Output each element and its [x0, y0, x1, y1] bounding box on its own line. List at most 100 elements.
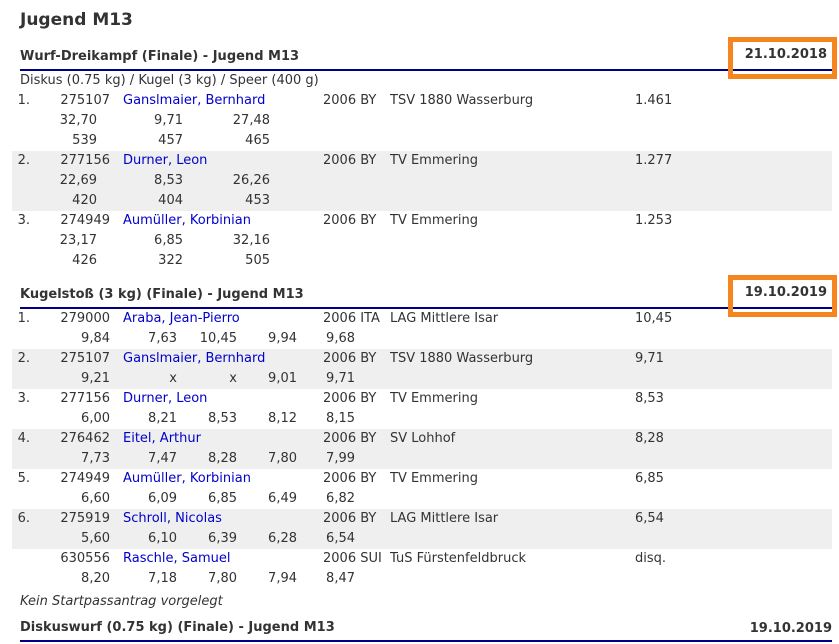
section-header: Diskuswurf (0.75 kg) (Finale) - Jugend M… — [20, 620, 832, 642]
athlete-name-link[interactable]: Eitel, Arthur — [123, 431, 201, 446]
points-value: 465 — [245, 133, 270, 148]
name-cell: Schroll, Nicolas — [110, 509, 323, 529]
name-cell: Ganslmaier, Bernhard — [110, 91, 323, 111]
name-cell: Raschle, Samuel — [110, 549, 323, 569]
attempt-value: 9,71 — [326, 371, 355, 386]
table-row: 630556 Raschle, Samuel 2006 SUI TuS Fürsten… — [12, 549, 832, 589]
attempt-value: 8,53 — [208, 411, 237, 426]
rank-cell: 5. — [17, 471, 30, 486]
attempt-value: 9,94 — [268, 331, 297, 346]
club-cell: TV Emmering — [390, 471, 478, 486]
athlete-main-line: 4. 276462 Eitel, Arthur 2006 BY SV Lohhof 8,2… — [12, 429, 832, 449]
table-row: 3. 277156 Durner, Leon 2006 BY TV Emmering 8,… — [12, 389, 832, 429]
year-nation-cell: 2006 BY — [323, 213, 377, 228]
club-cell: TV Emmering — [390, 213, 478, 228]
attempt-value: 9,21 — [81, 371, 110, 386]
attempt-value: 6,09 — [148, 491, 177, 506]
athlete-main-line: 2. 277156 Durner, Leon 2006 BY TV Emmering 1.… — [12, 151, 832, 171]
attempt-value: 7,47 — [148, 451, 177, 466]
year-nation-cell: 2006 BY — [323, 511, 377, 526]
section-date: 21.10.2018 — [744, 47, 827, 62]
year-nation-cell: 2006 BY — [323, 93, 377, 108]
results-table: 1. 275107 Ganslmaier, Bernhard 2006 BY TSV 1… — [12, 91, 832, 271]
table-row: 4. 276462 Eitel, Arthur 2006 BY SV Lohhof 8,2… — [12, 429, 832, 469]
club-cell: TuS Fürstenfeldbruck — [390, 551, 526, 566]
name-cell: Ganslmaier, Bernhard — [110, 349, 323, 369]
attempt-value: 8,20 — [81, 571, 110, 586]
year-nation-cell: 2006 ITA — [323, 311, 380, 326]
athlete-name-link[interactable]: Durner, Leon — [123, 391, 208, 406]
attempt-value: 9,01 — [268, 371, 297, 386]
attempt-value: 32,70 — [59, 113, 97, 128]
section-wurf-dreikampf: Wurf-Dreikampf (Finale) - Jugend M13 21.… — [0, 37, 839, 271]
attempts-line: 9,84 7,63 10,45 9,94 9,68 — [12, 329, 832, 349]
attempt-value: 26,26 — [232, 173, 270, 188]
table-row: 2. 275107 Ganslmaier, Bernhard 2006 BY TSV 1… — [12, 349, 832, 389]
club-cell: TSV 1880 Wasserburg — [390, 351, 534, 366]
attempt-value: 6,82 — [326, 491, 355, 506]
athlete-main-line: 3. 277156 Durner, Leon 2006 BY TV Emmering 8,… — [12, 389, 832, 409]
athlete-main-line: 6. 275919 Schroll, Nicolas 2006 BY LAG Mittl… — [12, 509, 832, 529]
attempt-value: 7,63 — [148, 331, 177, 346]
name-cell: Eitel, Arthur — [110, 429, 323, 449]
athlete-name-link[interactable]: Ganslmaier, Bernhard — [123, 351, 266, 366]
athlete-name-link[interactable]: Ganslmaier, Bernhard — [123, 93, 266, 108]
attempt-value: x — [229, 371, 237, 386]
points-line: 426 322 505 — [12, 251, 832, 271]
attempt-value: 6,85 — [208, 491, 237, 506]
points-value: 457 — [158, 133, 183, 148]
year-nation-cell: 2006 BY — [323, 471, 377, 486]
athlete-name-link[interactable]: Aumüller, Korbinian — [123, 213, 251, 228]
attempt-value: 8,15 — [326, 411, 355, 426]
attempt-value: 5,60 — [81, 531, 110, 546]
attempts-line: 23,17 6,85 32,16 — [12, 231, 832, 251]
year-nation-cell: 2006 BY — [323, 431, 377, 446]
attempt-value: 6,54 — [326, 531, 355, 546]
table-row: 5. 274949 Aumüller, Korbinian 2006 BY TV Emm… — [12, 469, 832, 509]
attempts-line: 7,73 7,47 8,28 7,80 7,99 — [12, 449, 832, 469]
points-value: 539 — [72, 133, 97, 148]
rank-cell: 1. — [17, 311, 30, 326]
startnumber-cell: 274949 — [60, 213, 110, 228]
date-highlight-box: 21.10.2018 — [727, 37, 837, 79]
name-cell: Aumüller, Korbinian — [110, 211, 323, 231]
name-cell: Araba, Jean-Pierro — [110, 309, 323, 329]
athlete-name-link[interactable]: Aumüller, Korbinian — [123, 471, 251, 486]
section-title: Kugelstoß (3 kg) (Finale) - Jugend M13 — [20, 287, 304, 302]
name-cell: Durner, Leon — [110, 389, 323, 409]
startnumber-cell: 277156 — [60, 153, 110, 168]
rank-cell: 4. — [17, 431, 30, 446]
attempt-value: 22,69 — [59, 173, 97, 188]
athlete-main-line: 630556 Raschle, Samuel 2006 SUI TuS Fürsten… — [12, 549, 832, 569]
footnote: Kein Startpassantrag vorgelegt — [20, 594, 223, 609]
startnumber-cell: 275107 — [60, 351, 110, 366]
startnumber-cell: 276462 — [60, 431, 110, 446]
year-nation-cell: 2006 BY — [323, 351, 377, 366]
rank-cell: 1. — [17, 93, 30, 108]
page-title: Jugend M13 — [20, 10, 133, 30]
attempt-value: 6,00 — [81, 411, 110, 426]
result-cell: 6,54 — [635, 511, 664, 526]
section-title: Diskuswurf (0.75 kg) (Finale) - Jugend M… — [20, 620, 335, 635]
section-date: 19.10.2019 — [744, 285, 827, 300]
athlete-name-link[interactable]: Raschle, Samuel — [123, 551, 231, 566]
points-value: 420 — [72, 193, 97, 208]
athlete-main-line: 3. 274949 Aumüller, Korbinian 2006 BY TV Emm… — [12, 211, 832, 231]
athlete-name-link[interactable]: Durner, Leon — [123, 153, 208, 168]
result-cell: 1.277 — [635, 153, 673, 168]
points-line: 420 404 453 — [12, 191, 832, 211]
attempt-value: 7,94 — [268, 571, 297, 586]
attempt-value: 6,60 — [81, 491, 110, 506]
startnumber-cell: 630556 — [60, 551, 110, 566]
startnumber-cell: 277156 — [60, 391, 110, 406]
attempts-line: 32,70 9,71 27,48 — [12, 111, 832, 131]
rank-cell: 6. — [17, 511, 30, 526]
startnumber-cell: 275919 — [60, 511, 110, 526]
attempt-value: 6,49 — [268, 491, 297, 506]
year-nation-cell: 2006 BY — [323, 391, 377, 406]
attempt-value: 6,85 — [154, 233, 183, 248]
startnumber-cell: 274949 — [60, 471, 110, 486]
athlete-name-link[interactable]: Schroll, Nicolas — [123, 511, 222, 526]
section-kugelstoss: Kugelstoß (3 kg) (Finale) - Jugend M13 1… — [0, 275, 839, 612]
athlete-name-link[interactable]: Araba, Jean-Pierro — [123, 311, 240, 326]
